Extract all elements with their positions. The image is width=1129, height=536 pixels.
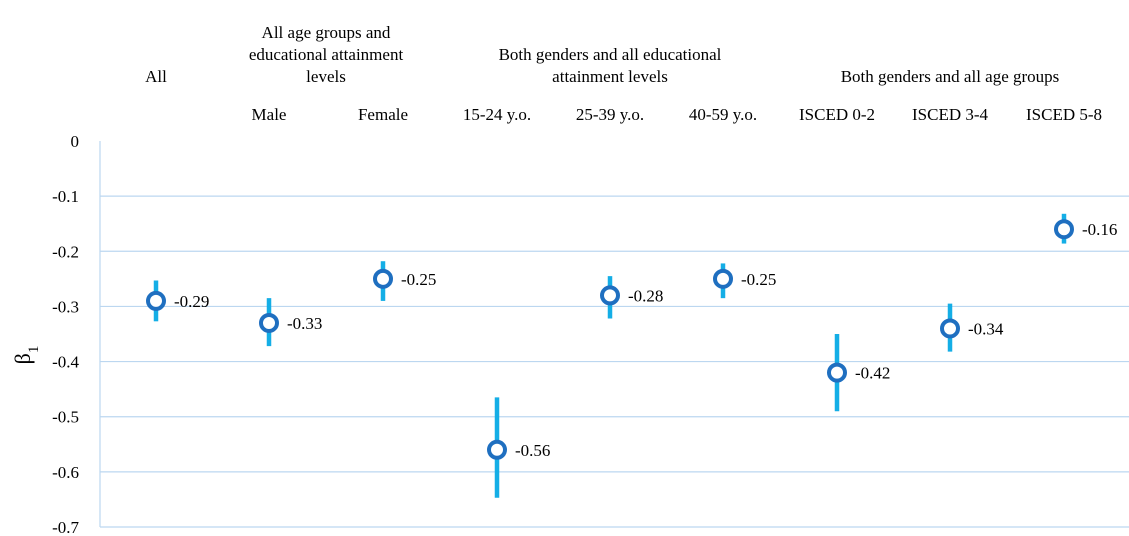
y-axis-label: β1	[10, 346, 42, 365]
data-point	[600, 285, 620, 306]
category-label: ISCED 3-4	[912, 105, 989, 124]
group-header: All	[145, 67, 167, 86]
data-point	[259, 312, 279, 333]
data-label: -0.29	[174, 292, 209, 311]
data-point	[940, 318, 960, 339]
category-label: 40-59 y.o.	[689, 105, 757, 124]
category-label: ISCED 0-2	[799, 105, 875, 124]
y-tick-label: -0.6	[52, 463, 79, 482]
y-tick-label: -0.4	[52, 353, 79, 372]
group-header: Both genders and all educational attainme…	[499, 45, 722, 86]
y-tick-label: -0.7	[52, 518, 79, 536]
y-tick-label: 0	[71, 132, 80, 151]
category-label: Female	[358, 105, 408, 124]
data-label: -0.56	[515, 441, 550, 460]
error-bars	[153, 213, 1067, 498]
gridlines	[99, 141, 1129, 528]
y-tick-label: -0.1	[52, 187, 79, 206]
y-tick-label: -0.5	[52, 408, 79, 427]
data-point	[827, 362, 847, 383]
group-header: All age groups and educational attainment…	[249, 23, 404, 86]
data-point	[146, 290, 166, 311]
data-label: -0.33	[287, 314, 322, 333]
data-point	[1054, 219, 1074, 240]
data-point	[487, 439, 507, 460]
data-labels: -0.29 -0.33 -0.25 -0.56 -0.28 -0.25 -0.42 -0.34…	[174, 220, 1117, 460]
point-markers	[146, 219, 1074, 460]
data-label: -0.25	[401, 270, 436, 289]
y-axis-ticks: 0 -0.1 -0.2 -0.3 -0.4 -0.5 -0.6 -0.7	[52, 132, 79, 536]
data-label: -0.42	[855, 364, 890, 383]
data-label: -0.34	[968, 319, 1004, 338]
data-point	[713, 268, 733, 289]
y-tick-label: -0.2	[52, 242, 79, 261]
data-label: -0.16	[1082, 220, 1117, 239]
data-label: -0.25	[741, 270, 776, 289]
data-point	[373, 268, 393, 289]
data-label: -0.28	[628, 286, 663, 305]
category-label: 15-24 y.o.	[463, 105, 531, 124]
column-headers: All All age groups and educational attainm…	[145, 23, 1102, 124]
y-tick-label: -0.3	[52, 297, 79, 316]
category-label: ISCED 5-8	[1026, 105, 1102, 124]
group-header: Both genders and all age groups	[841, 67, 1060, 86]
category-label: 25-39 y.o.	[576, 105, 644, 124]
category-label: Male	[252, 105, 287, 124]
